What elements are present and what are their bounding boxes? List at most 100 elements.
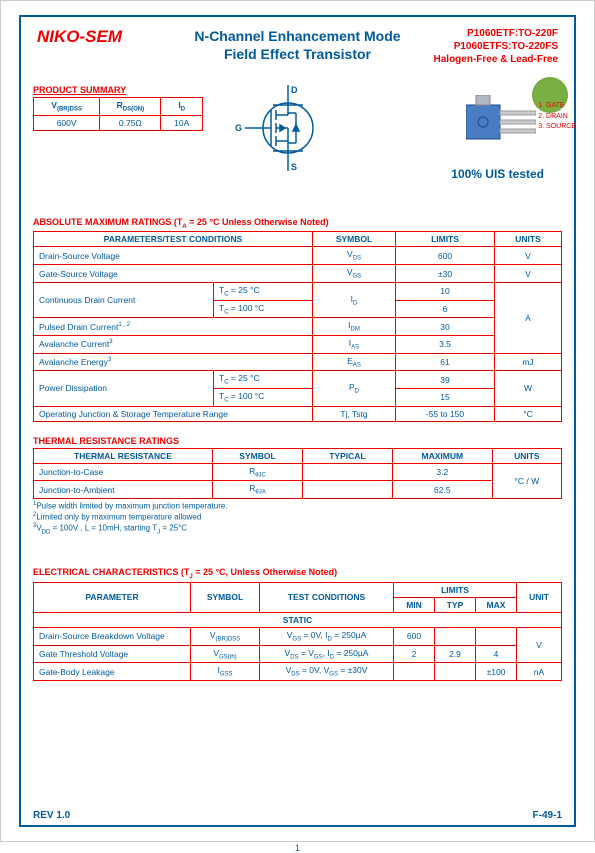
mosfet-symbol: D G S — [233, 85, 343, 171]
ae-s: EAS — [313, 353, 396, 371]
thr-u: °C / W — [492, 463, 561, 498]
svg-text:D: D — [291, 85, 298, 95]
ec-h3: TEST CONDITIONS — [260, 582, 394, 612]
thr-h4: MAXIMUM — [392, 448, 492, 463]
thr-r1m: 3.2 — [392, 463, 492, 481]
amr-table: PARAMETERS/TEST CONDITIONSSYMBOLLIMITSUN… — [33, 231, 562, 421]
package-diagram — [466, 95, 536, 149]
tc100: TC = 100 °C — [214, 300, 313, 318]
ec-r1c: VGS = 0V, ID = 250µA — [260, 627, 394, 645]
amr-r1p: Drain-Source Voltage — [34, 247, 313, 265]
thr-r2s: RθJA — [213, 481, 303, 499]
part2: P1060ETFS:TO-220FS — [434, 40, 558, 53]
sum-v3: 10A — [161, 115, 203, 130]
amr-r2u: V — [495, 265, 562, 283]
amr-h1: PARAMETERS/TEST CONDITIONS — [34, 232, 313, 247]
ac-s: IAS — [313, 335, 396, 353]
amr-r1l: 600 — [396, 247, 495, 265]
ec-r3u: nA — [517, 663, 562, 681]
temp-l: -55 to 150 — [396, 406, 495, 421]
ec-r2max: 4 — [476, 645, 517, 663]
ccd-v1: 10 — [396, 282, 495, 300]
pd-tc25: TC = 25 °C — [214, 371, 313, 389]
ec-r2p: Gate Threshold Voltage — [34, 645, 191, 663]
pd-s: PD — [313, 371, 396, 406]
svg-text:S: S — [291, 162, 297, 171]
ec-r1min: 600 — [394, 627, 435, 645]
amr-h3: LIMITS — [396, 232, 495, 247]
ec-r3c: VDS = 0V, VGS = ±30V — [260, 663, 394, 681]
ec-r2min: 2 — [394, 645, 435, 663]
pin3: 3. SOURCE — [538, 122, 576, 133]
note2: 2Limited only by maximum temperature all… — [33, 512, 562, 523]
ec-min: MIN — [394, 597, 435, 612]
ec-r3typ — [435, 663, 476, 681]
amr-h2: SYMBOL — [313, 232, 396, 247]
ac-p: Avalanche Current3 — [34, 335, 313, 353]
ec-table: PARAMETERSYMBOLTEST CONDITIONSLIMITSUNIT… — [33, 582, 562, 681]
amr-r2l: ±30 — [396, 265, 495, 283]
ec-r1u: V — [517, 627, 562, 662]
thr-h2: SYMBOL — [213, 448, 303, 463]
sum-h2: RDS(ON) — [100, 98, 161, 116]
part1: P1060ETF:TO-220F — [434, 27, 558, 40]
ec-r2c: VDS = VGS, ID = 250µA — [260, 645, 394, 663]
ec-heading: ELECTRICAL CHARACTERISTICS (TJ = 25 °C, … — [33, 567, 562, 580]
page-footer: REV 1.0 F-49-1 — [33, 810, 562, 821]
amr-ccd: Continuous Drain Current — [34, 282, 214, 317]
ec-h2: SYMBOL — [191, 582, 260, 612]
pdc-p: Pulsed Drain Current1 , 2 — [34, 318, 313, 336]
thr-r1p: Junction-to-Case — [34, 463, 213, 481]
note3: 3VDD = 100V , L = 10mH, starting TJ = 25… — [33, 523, 562, 537]
thr-r1s: RθJC — [213, 463, 303, 481]
ccd-v2: 6 — [396, 300, 495, 318]
thr-table: THERMAL RESISTANCESYMBOLTYPICALMAXIMUMUN… — [33, 448, 562, 499]
ec-static: STATIC — [34, 612, 562, 627]
part-numbers: P1060ETF:TO-220F P1060ETFS:TO-220FS Halo… — [434, 27, 558, 66]
pd-v2: 15 — [396, 388, 495, 406]
svg-text:G: G — [235, 123, 242, 133]
temp-p: Operating Junction & Storage Temperature… — [34, 406, 313, 421]
ec-typ: TYP — [435, 597, 476, 612]
ec-h4: LIMITS — [394, 582, 517, 597]
ccd-u: A — [495, 282, 562, 353]
note1: 1Pulse width limited by maximum junction… — [33, 501, 562, 512]
ec-h5: UNIT — [517, 582, 562, 612]
pd-v1: 39 — [396, 371, 495, 389]
sum-v2: 0.75Ω — [100, 115, 161, 130]
pd-u: W — [495, 371, 562, 406]
amr-section: ABSOLUTE MAXIMUM RATINGS (TA = 25 °C Unl… — [33, 217, 562, 422]
temp-u: °C — [495, 406, 562, 421]
ec-r1s: V(BR)DSS — [191, 627, 260, 645]
rev-label: REV 1.0 — [33, 810, 70, 821]
pd-tc100: TC = 100 °C — [214, 388, 313, 406]
uis-tested: 100% UIS tested — [451, 167, 544, 181]
ec-r3s: IGSS — [191, 663, 260, 681]
footnotes: 1Pulse width limited by maximum junction… — [33, 501, 562, 537]
page-border: NIKO-SEM N-Channel Enhancement Mode Fiel… — [19, 15, 576, 827]
main-content: PRODUCT SUMMARY V(BR)DSSRDS(ON)ID 600V0.… — [33, 85, 562, 681]
ec-r3min — [394, 663, 435, 681]
thr-r1t — [302, 463, 392, 481]
ccd-s: ID — [313, 282, 396, 317]
pin2: 2. DRAIN — [538, 112, 576, 123]
page: NIKO-SEM N-Channel Enhancement Mode Fiel… — [0, 0, 595, 842]
pin1: 1. GATE — [538, 101, 576, 112]
amr-r1s: VDS — [313, 247, 396, 265]
page-number: 1 — [1, 843, 594, 853]
thr-r2p: Junction-to-Ambient — [34, 481, 213, 499]
ec-r3max: ±100 — [476, 663, 517, 681]
sum-h1: V(BR)DSS — [34, 98, 100, 116]
ac-l: 3.5 — [396, 335, 495, 353]
summary-table: V(BR)DSSRDS(ON)ID 600V0.75Ω10A — [33, 97, 203, 131]
thr-r2m: 62.5 — [392, 481, 492, 499]
form-number: F-49-1 — [533, 810, 562, 821]
ec-max: MAX — [476, 597, 517, 612]
thr-heading: THERMAL RESISTANCE RATINGS — [33, 436, 562, 446]
pd-p: Power Dissipation — [34, 371, 214, 406]
thr-r2t — [302, 481, 392, 499]
pdc-s: IDM — [313, 318, 396, 336]
ec-r2typ: 2.9 — [435, 645, 476, 663]
amr-h4: UNITS — [495, 232, 562, 247]
tc25: TC = 25 °C — [214, 282, 313, 300]
